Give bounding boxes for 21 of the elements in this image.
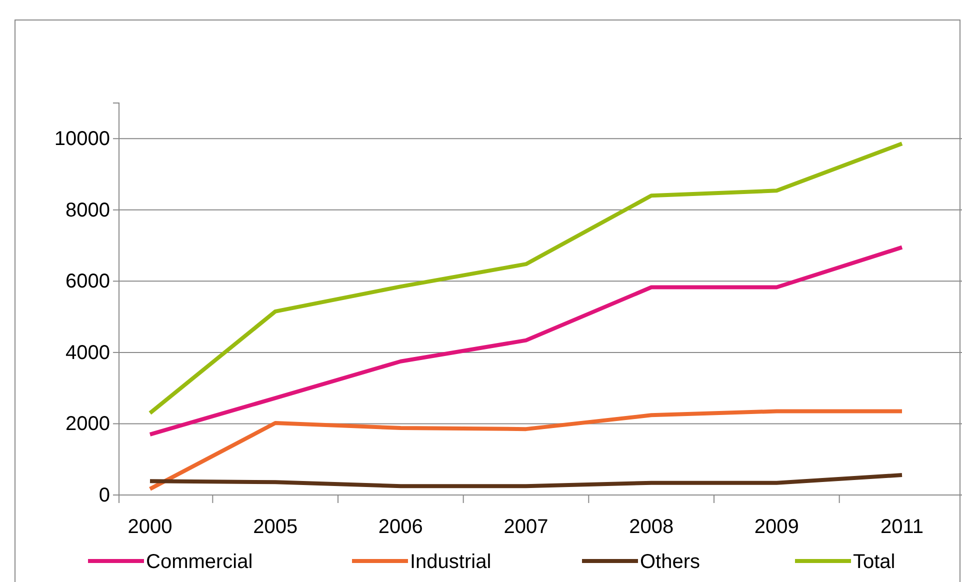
y-tick-label: 8000 [66, 199, 110, 222]
y-tick-label: 0 [98, 484, 110, 506]
y-tick-label: 4000 [66, 342, 110, 364]
line-series [148, 142, 904, 416]
y-tick-label: 6000 [66, 270, 110, 293]
x-tick-label: 2000 [128, 516, 172, 538]
legend-label: Industrial [410, 551, 492, 573]
legend-label: Total [853, 551, 896, 573]
x-tick-label: 2006 [378, 516, 423, 538]
line-series [148, 473, 904, 488]
x-tick-label: 2007 [504, 516, 548, 538]
x-tick-label: 2009 [754, 516, 799, 538]
line-series [148, 245, 904, 436]
line-series [148, 409, 904, 491]
legend-label: Commercial [146, 551, 253, 573]
legend-label: Others [640, 551, 700, 573]
x-tick-label: 2011 [880, 516, 924, 538]
x-tick-label: 2005 [253, 516, 298, 538]
y-tick-label: 2000 [66, 413, 110, 436]
y-tick-label: 10000 [54, 128, 110, 150]
x-tick-label: 2008 [629, 516, 674, 538]
